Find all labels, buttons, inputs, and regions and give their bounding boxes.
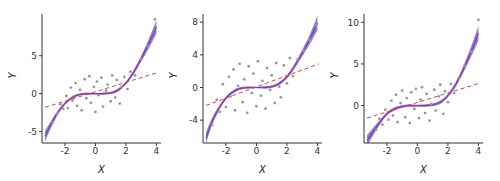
svg-text:0: 0 [254,146,260,156]
svg-text:-2: -2 [60,146,69,156]
svg-text:0: 0 [31,89,37,99]
svg-text:5: 5 [31,51,37,61]
svg-text:4: 4 [154,146,160,156]
svg-text:5: 5 [353,59,359,69]
svg-text:Y: Y [8,72,18,79]
svg-text:8: 8 [192,17,198,27]
svg-text:Y: Y [169,72,179,79]
svg-text:2: 2 [445,146,451,156]
svg-text:-4: -4 [189,115,198,125]
svg-text:X: X [419,164,428,173]
svg-text:4: 4 [315,146,321,156]
svg-text:2: 2 [123,146,129,156]
svg-text:Y: Y [330,72,340,79]
svg-text:-5: -5 [28,127,37,137]
svg-text:4: 4 [476,146,482,156]
svg-text:4: 4 [192,50,198,60]
svg-text:2: 2 [284,146,290,156]
svg-text:0: 0 [353,101,359,111]
svg-text:-2: -2 [382,146,391,156]
svg-text:10: 10 [348,18,360,28]
svg-text:0: 0 [415,146,421,156]
svg-text:0: 0 [192,83,198,93]
svg-text:-2: -2 [221,146,230,156]
svg-text:0: 0 [93,146,99,156]
svg-text:X: X [97,164,106,173]
svg-text:X: X [258,164,267,173]
